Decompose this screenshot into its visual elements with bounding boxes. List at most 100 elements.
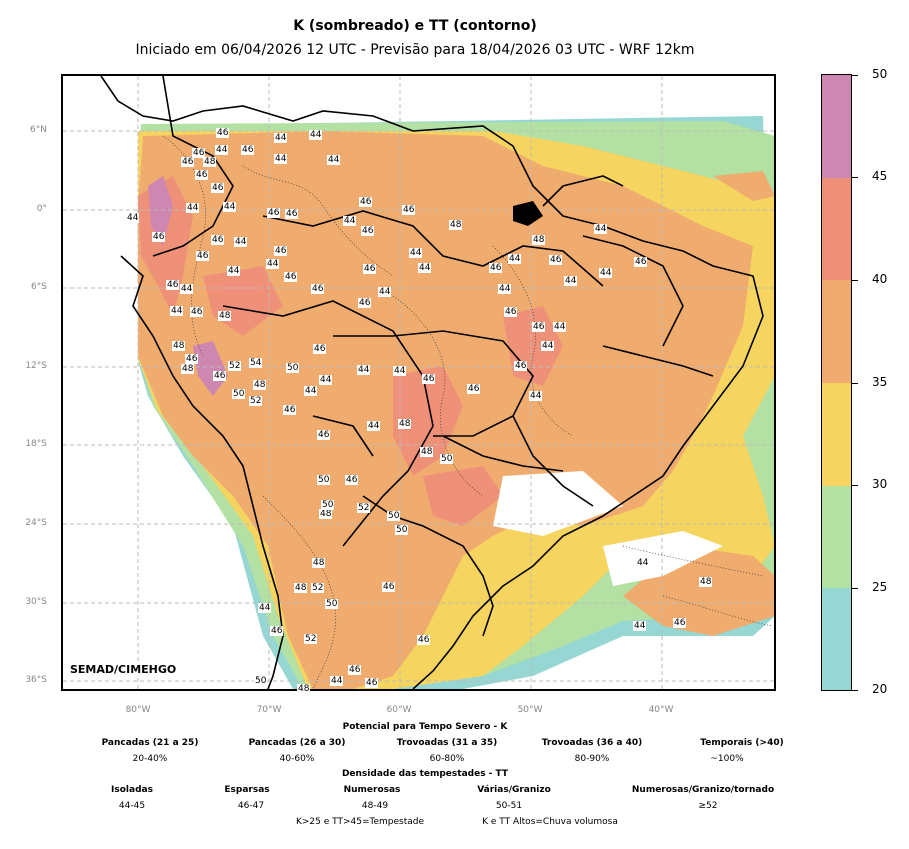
- contour-label: 44: [274, 133, 288, 143]
- contour-label: 44: [636, 558, 650, 568]
- contour-label: 44: [215, 145, 229, 155]
- legend-tt-item-label: Esparsas: [224, 785, 270, 795]
- contour-label: 48: [319, 509, 333, 519]
- lat-label-6s: 6°S: [31, 282, 47, 292]
- contour-label: 44: [599, 268, 613, 278]
- contour-label: 44: [266, 259, 280, 269]
- contour-label: 48: [172, 341, 186, 351]
- contour-label: 46: [267, 208, 281, 218]
- contour-label: 48: [294, 583, 308, 593]
- legend-tt-item-value: 50-51: [495, 801, 523, 811]
- colorbar-tick: [852, 485, 858, 486]
- lon-label-40w: 40°W: [648, 705, 674, 715]
- contour-label: 46: [196, 251, 210, 261]
- lat-label-12s: 12°S: [25, 361, 47, 371]
- colorbar-tick: [852, 588, 858, 589]
- contour-label: 46: [270, 626, 284, 636]
- contour-label: 44: [170, 306, 184, 316]
- contour-label: 44: [186, 203, 200, 213]
- legend-k-item-value: 60-80%: [429, 754, 465, 764]
- contour-label: 46: [313, 344, 327, 354]
- contour-label: 46: [241, 145, 255, 155]
- legend-tt-item-label: Isoladas: [111, 785, 153, 795]
- contour-label: 46: [185, 354, 199, 364]
- contour-label: 46: [361, 226, 375, 236]
- lon-label-60w: 60°W: [386, 705, 412, 715]
- amazon-delta-island: [513, 201, 543, 226]
- legend-k-title: Potencial para Tempo Severo - K: [342, 722, 508, 732]
- legend-k-item-value: 20-40%: [132, 754, 168, 764]
- contour-label: 44: [327, 155, 341, 165]
- contour-label: 44: [541, 341, 555, 351]
- legend-tt-item-label: Numerosas/Granizo/tornado: [631, 785, 775, 795]
- k-field-band-45-50: [148, 176, 173, 246]
- contour-label: 46: [166, 280, 180, 290]
- lon-label-70w: 70°W: [256, 705, 282, 715]
- contour-label: 50: [317, 475, 331, 485]
- legend-tt-item-value: ≥52: [698, 801, 718, 811]
- contour-label: 50: [440, 454, 454, 464]
- contour-label: 50: [395, 525, 409, 535]
- contour-label: 44: [180, 284, 194, 294]
- contour-label: 46: [363, 264, 377, 274]
- legend-tt-title: Densidade das tempestades - TT: [341, 769, 509, 779]
- contour-label: 46: [311, 284, 325, 294]
- colorbar: [821, 74, 852, 691]
- map-panel: [61, 74, 776, 691]
- lat-label-6n: 6°N: [30, 125, 47, 135]
- contour-label: 46: [284, 272, 298, 282]
- contour-label: 44: [633, 621, 647, 631]
- contour-label: 48: [181, 364, 195, 374]
- contour-label: 52: [311, 583, 325, 593]
- lat-label-36s: 36°S: [25, 675, 47, 685]
- contour-label: 46: [489, 263, 503, 273]
- contour-label: 46: [274, 246, 288, 256]
- legend-k-item-value: 40-60%: [279, 754, 315, 764]
- colorbar-segment-20-25: [822, 588, 851, 690]
- contour-label: 48: [699, 577, 713, 587]
- contour-label: 50: [387, 511, 401, 521]
- contour-label: 44: [393, 366, 407, 376]
- k-field-patch-pantanal: [393, 366, 463, 476]
- contour-label: 48: [312, 558, 326, 568]
- contour-label: 46: [358, 298, 372, 308]
- k-field-gap-pacific: [63, 76, 138, 689]
- k-field-patch-parana: [423, 466, 503, 526]
- legend-k-item-label: Pancadas (21 a 25): [101, 738, 199, 748]
- contour-label: 46: [181, 157, 195, 167]
- contour-label: 44: [508, 254, 522, 264]
- colorbar-label-40: 40: [872, 272, 888, 286]
- colorbar-segment-25-30: [822, 486, 851, 588]
- legend-k-item-label: Temporais (>40): [700, 738, 784, 748]
- contour-label: 52: [249, 396, 263, 406]
- k-field-gap-ocean: [603, 531, 723, 586]
- contour-label: 44: [274, 154, 288, 164]
- contour-label: 46: [549, 255, 563, 265]
- contour-label: 46: [422, 374, 436, 384]
- contour-label: 46: [402, 205, 416, 215]
- colorbar-tick: [852, 177, 858, 178]
- colorbar-label-45: 45: [872, 169, 888, 183]
- legend-tt-item-label: Várias/Granizo: [477, 785, 551, 795]
- colorbar-tick: [852, 280, 858, 281]
- legend-k-item-label: Pancadas (26 a 30): [248, 738, 346, 748]
- contour-label: 46: [317, 430, 331, 440]
- contour-label: 46: [211, 235, 225, 245]
- k-field-gap-southeast: [493, 471, 623, 536]
- contour-label: 46: [345, 475, 359, 485]
- contour-label: 44: [223, 202, 237, 212]
- contour-label: 44: [418, 263, 432, 273]
- contour-label: 46: [673, 618, 687, 628]
- contour-label: 48: [398, 419, 412, 429]
- contour-label: 50: [321, 500, 335, 510]
- contour-label: 44: [409, 248, 423, 258]
- contour-label: 46: [504, 307, 518, 317]
- lon-label-80w: 80°W: [125, 705, 151, 715]
- k-field-gap-south-atlantic: [693, 636, 774, 689]
- legend-k-item-value: ~100%: [710, 754, 744, 764]
- contour-label: 46: [532, 322, 546, 332]
- contour-label: 46: [152, 232, 166, 242]
- chart-subtitle: Iniciado em 06/04/2026 12 UTC - Previsão…: [135, 42, 695, 58]
- contour-label: 52: [357, 503, 371, 513]
- contour-label: 48: [218, 311, 232, 321]
